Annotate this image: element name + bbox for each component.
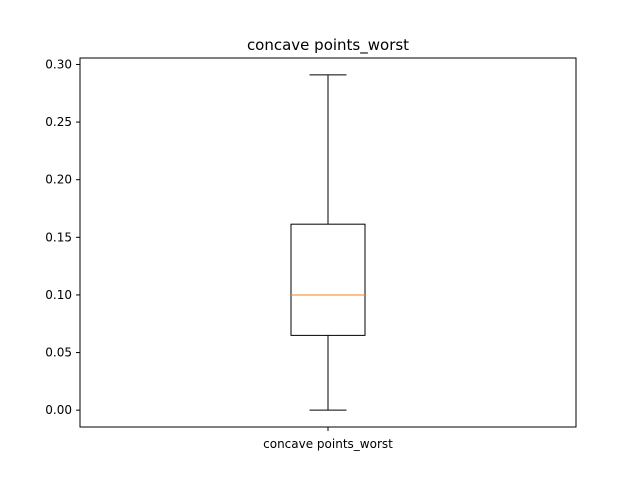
y-tick-label: 0.30 — [45, 57, 72, 71]
chart-title: concave points_worst — [247, 36, 409, 55]
iqr-box — [290, 223, 366, 336]
y-tick-label: 0.20 — [45, 173, 72, 187]
y-tick-label: 0.15 — [45, 230, 72, 244]
plot-frame — [79, 57, 577, 428]
y-tick-label: 0.00 — [45, 403, 72, 417]
x-tick-label: concave points_worst — [263, 437, 393, 451]
y-tick-label: 0.25 — [45, 115, 72, 129]
y-tick-label: 0.05 — [45, 346, 72, 360]
y-tick-label: 0.10 — [45, 288, 72, 302]
plot-marks: 0.00 0.05 0.10 0.15 0.20 0.25 0.30 — [45, 57, 366, 431]
